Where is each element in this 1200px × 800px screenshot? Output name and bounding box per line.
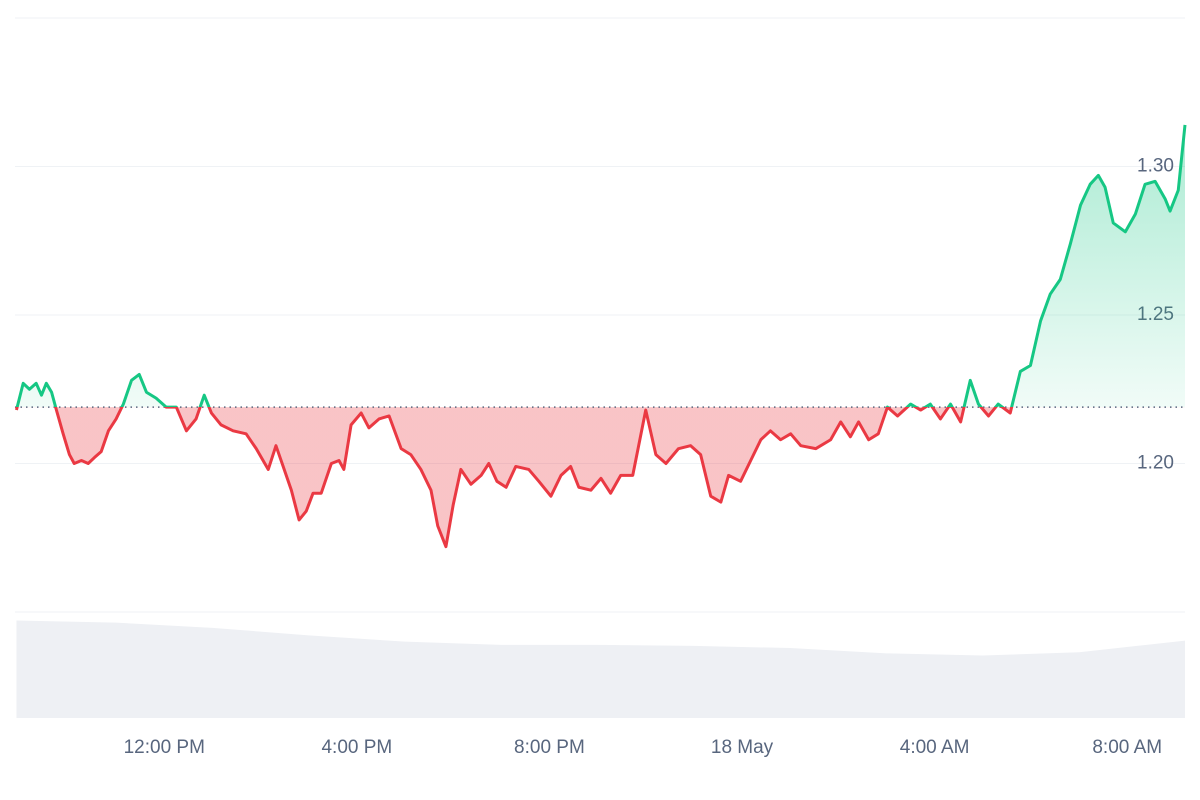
price-line bbox=[14, 124, 1187, 549]
y-tick-label: 1.30 bbox=[1137, 156, 1174, 177]
volume-area bbox=[16, 620, 1185, 718]
x-tick-label: 8:00 PM bbox=[514, 737, 585, 758]
x-tick-label: 4:00 AM bbox=[900, 737, 970, 758]
y-tick-label: 1.20 bbox=[1137, 453, 1174, 474]
price-area bbox=[16, 124, 1185, 547]
x-tick-label: 18 May bbox=[711, 737, 774, 758]
x-tick-label: 12:00 PM bbox=[124, 737, 205, 758]
x-tick-label: 8:00 AM bbox=[1092, 737, 1162, 758]
x-tick-label: 4:00 PM bbox=[321, 737, 392, 758]
